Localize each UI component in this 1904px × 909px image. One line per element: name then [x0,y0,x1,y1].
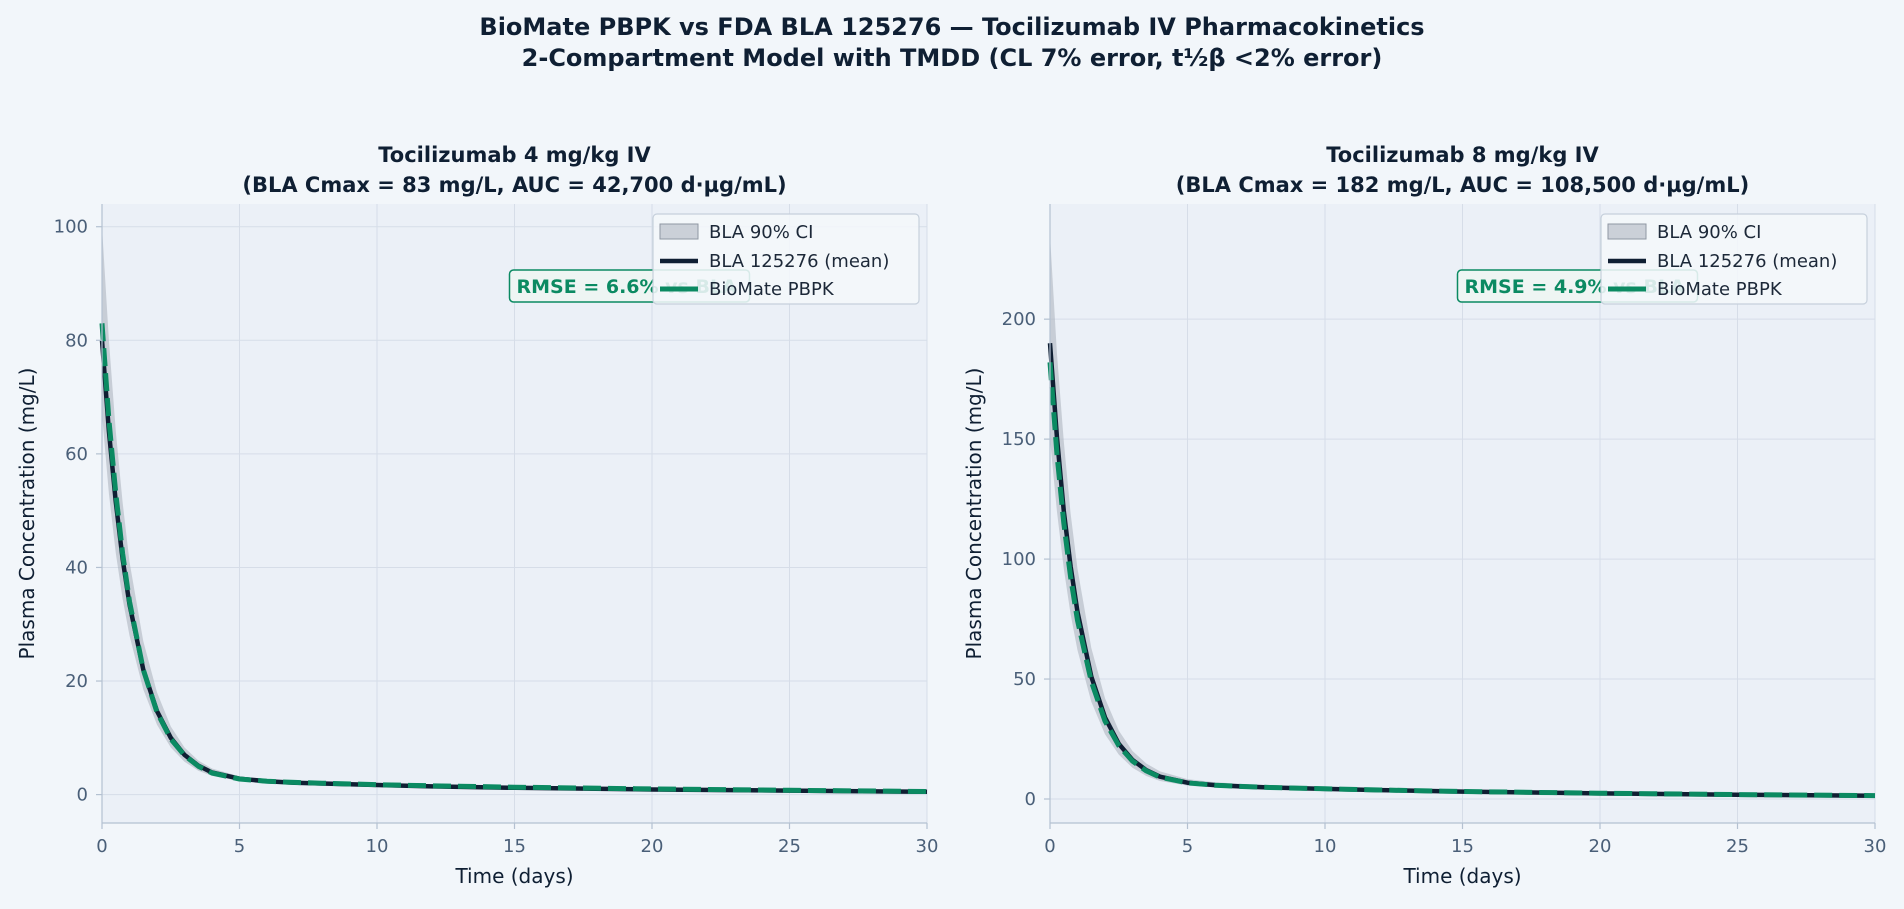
figure-title: BioMate PBPK vs FDA BLA 125276 — Tociliz… [0,12,1904,74]
legend-label: BioMate PBPK [1657,279,1783,300]
figure-title-line-2: 2-Compartment Model with TMDD (CL 7% err… [521,44,1383,72]
legend: BLA 90% CI BLA 125276 (mean) BioMate PBPK [1600,213,1868,305]
x-tick-label: 5 [234,836,245,857]
y-tick-label: 100 [54,217,88,238]
x-tick-label: 30 [916,836,939,857]
legend-label: BLA 125276 (mean) [1657,251,1837,272]
y-tick-label: 50 [1013,669,1036,690]
legend-swatch-ci [659,223,699,240]
x-axis-label: Time (days) [1402,864,1521,888]
x-tick-label: 20 [641,836,664,857]
legend-label: BLA 125276 (mean) [709,251,889,272]
y-tick-label: 150 [1002,429,1036,450]
y-tick-label: 100 [1002,549,1036,570]
legend: BLA 90% CI BLA 125276 (mean) BioMate PBPK [652,213,920,305]
x-tick-label: 20 [1589,836,1612,857]
x-tick-label: 0 [1044,836,1055,857]
y-tick-label: 80 [65,330,88,351]
x-tick-label: 15 [503,836,526,857]
chart-title-line-1: Tocilizumab 4 mg/kg IV [378,143,651,167]
series-bla-mean-line [1047,343,1876,799]
legend-box [1600,213,1868,305]
x-tick-label: 30 [1864,836,1887,857]
y-axis-label: Plasma Concentration (mg/L) [962,368,986,660]
y-tick-label: 40 [65,557,88,578]
x-tick-label: 25 [778,836,801,857]
figure-title-line-1: BioMate PBPK vs FDA BLA 125276 — Tociliz… [479,13,1425,41]
y-tick-label: 0 [1025,789,1036,810]
legend-box [652,213,920,305]
legend-swatch-ci [1607,223,1647,240]
series-biomate-line [1047,362,1876,799]
x-tick-label: 0 [96,836,107,857]
chart-title-line-2: (BLA Cmax = 182 mg/L, AUC = 108,500 d·µg… [1176,173,1749,197]
x-tick-label: 10 [366,836,389,857]
x-tick-label: 5 [1182,836,1193,857]
legend-label: BLA 90% CI [1657,222,1761,243]
legend-label: BioMate PBPK [709,279,835,300]
chart-title-line-2: (BLA Cmax = 83 mg/L, AUC = 42,700 d·µg/m… [242,173,786,197]
chart-panel-2: Tocilizumab 8 mg/kg IV (BLA Cmax = 182 mg… [962,143,1886,888]
y-tick-label: 60 [65,444,88,465]
x-tick-label: 25 [1726,836,1749,857]
chart-title-line-1: Tocilizumab 8 mg/kg IV [1326,143,1599,167]
x-tick-label: 10 [1314,836,1337,857]
y-tick-label: 200 [1002,309,1036,330]
chart-panel-1: Tocilizumab 4 mg/kg IV (BLA Cmax = 83 mg/… [15,143,938,888]
x-axis-label: Time (days) [454,864,573,888]
series-biomate-line [99,323,928,794]
y-tick-label: 0 [77,785,88,806]
y-tick-label: 20 [65,671,88,692]
legend-label: BLA 90% CI [709,222,813,243]
x-tick-label: 15 [1451,836,1474,857]
y-axis-label: Plasma Concentration (mg/L) [15,368,39,660]
